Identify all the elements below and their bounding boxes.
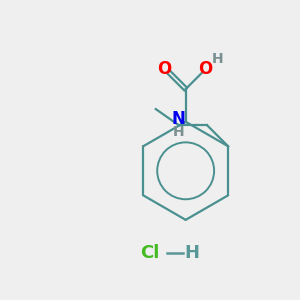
Text: H: H xyxy=(185,244,200,262)
Text: H: H xyxy=(173,125,185,139)
Text: O: O xyxy=(198,61,212,79)
Text: H: H xyxy=(212,52,224,66)
Text: Cl: Cl xyxy=(140,244,159,262)
Text: O: O xyxy=(157,60,171,78)
Text: N: N xyxy=(172,110,186,128)
